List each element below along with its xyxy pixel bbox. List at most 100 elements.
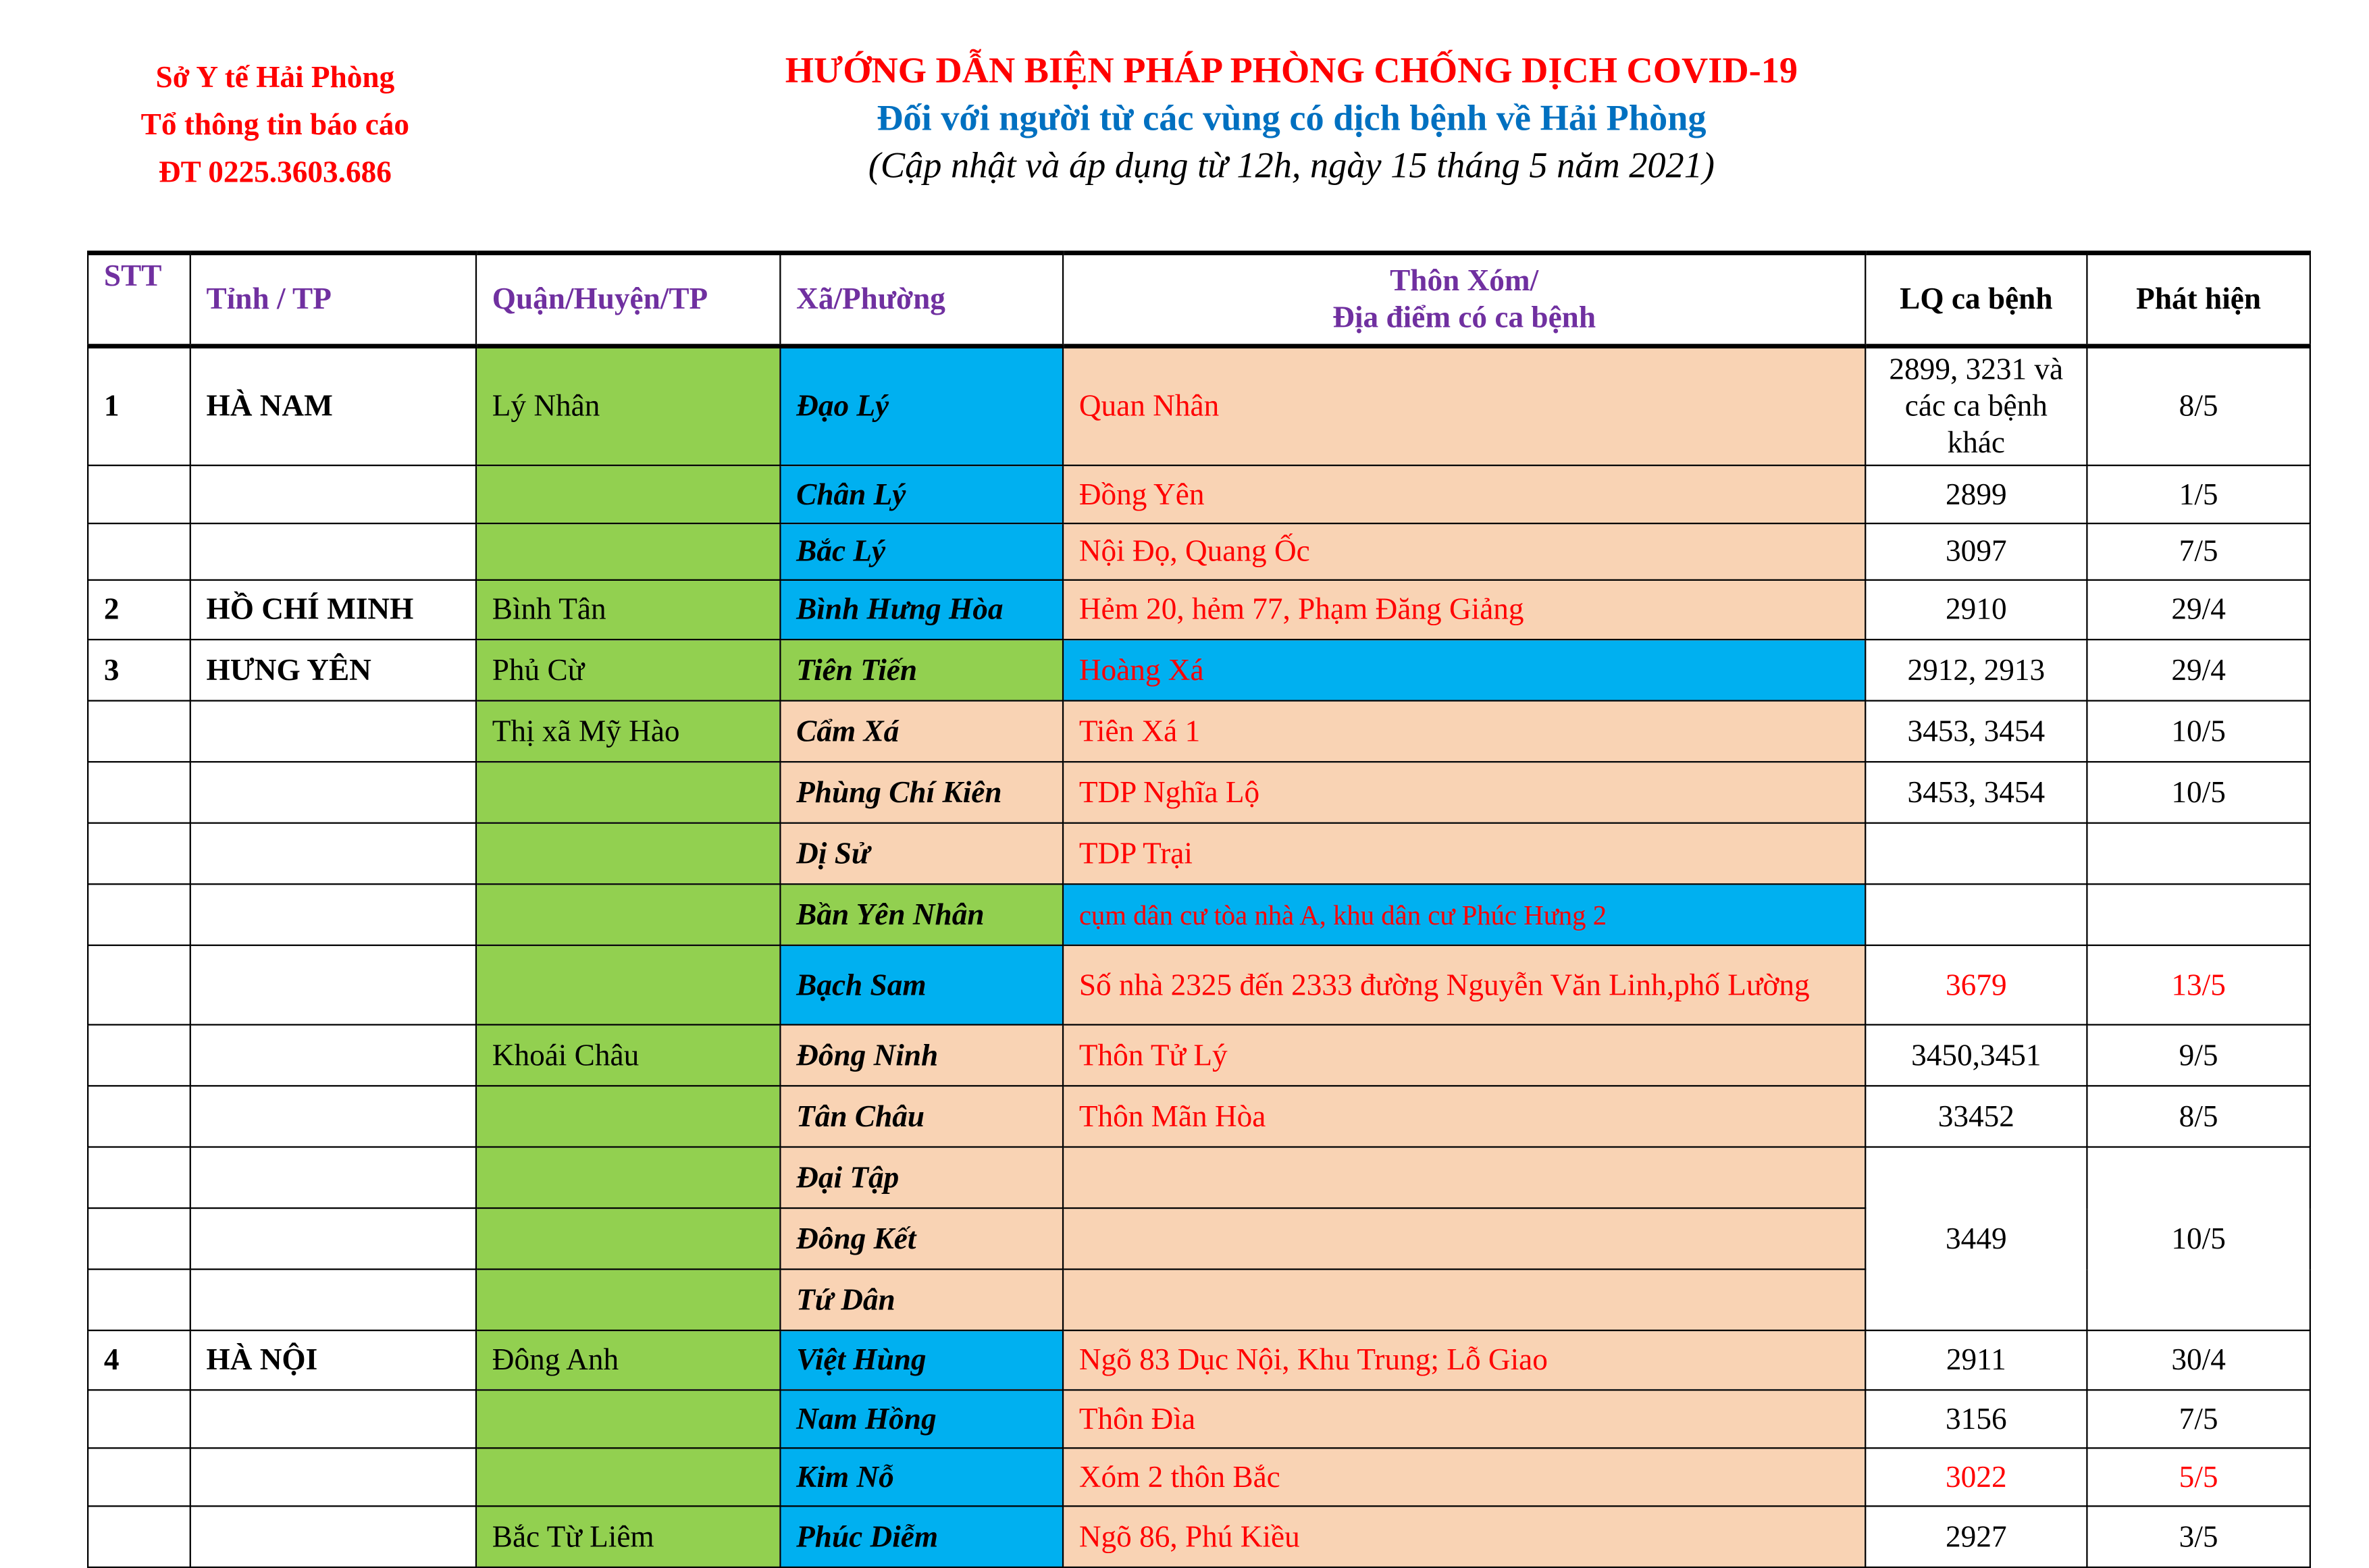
cell-province: HÀ NỘI (189, 1329, 477, 1391)
cell-date: 8/5 (2086, 1084, 2311, 1148)
cell-lq: 3097 (1865, 523, 2088, 581)
cell-ward: Đạo Lý (779, 345, 1064, 467)
cell-ward: Bắc Lý (779, 523, 1064, 581)
cell-lq: 2912, 2913 (1865, 639, 2088, 702)
cell-district (475, 1447, 781, 1507)
cell-province (189, 700, 477, 763)
issuer-team: Tổ thông tin báo cáo (140, 108, 410, 142)
cell-ward: Kim Nỗ (779, 1447, 1064, 1507)
cell-lq: 3022 (1865, 1447, 2088, 1507)
cell-date: 13/5 (2086, 944, 2311, 1026)
cell-district (475, 761, 781, 824)
cell-lq: 2899 (1865, 465, 2088, 525)
cell-ward: Bạch Sam (779, 944, 1064, 1026)
table-row: Tứ Dân (87, 1268, 2310, 1332)
cell-ward: Phùng Chí Kiên (779, 761, 1064, 824)
cell-ward: Cẩm Xá (779, 700, 1064, 763)
cell-province (189, 1084, 477, 1148)
table-row: Bắc Lý Nội Đọ, Quang Ốc 3097 7/5 (87, 523, 2311, 581)
cell-district: Bắc Từ Liêm (475, 1505, 781, 1568)
cell-province (189, 1146, 477, 1209)
cell-province: HỒ CHÍ MINH (189, 579, 477, 641)
cell-stt (87, 761, 191, 824)
cell-date: 1/5 (2086, 465, 2311, 525)
table-row: Bạch Sam Số nhà 2325 đến 2333 đường Nguyễ… (87, 944, 2311, 1026)
cell-province (189, 822, 477, 885)
cell-stt: 2 (87, 579, 191, 641)
update-note: (Cập nhật và áp dụng từ 12h, ngày 15 thá… (868, 147, 1715, 187)
page-subtitle: Đối với người từ các vùng có dịch bệnh v… (877, 99, 1707, 139)
cell-place: Số nhà 2325 đến 2333 đường Nguyễn Văn Li… (1062, 944, 1867, 1026)
cell-district: Thị xã Mỹ Hào (475, 700, 781, 763)
cell-place: Thôn Tử Lý (1062, 1024, 1867, 1087)
cell-province (189, 761, 477, 824)
cell-place: Thôn Mãn Hòa (1062, 1084, 1867, 1148)
cell-date (2086, 822, 2311, 885)
table-row: Đông Kết (87, 1207, 2310, 1270)
cell-place: Tiên Xá 1 (1062, 700, 1867, 763)
cell-place (1062, 1268, 1867, 1332)
table-row: Bần Yên Nhân cụm dân cư tòa nhà A, khu dâ… (87, 883, 2311, 946)
cell-date: 7/5 (2086, 523, 2311, 581)
table-row: Bắc Từ Liêm Phúc Diễm Ngõ 86, Phú Kiều 2927… (87, 1505, 2311, 1568)
table-row: Thị xã Mỹ Hào Cẩm Xá Tiên Xá 1 3453, 3454 10… (87, 700, 2311, 763)
cell-lq: 3156 (1865, 1389, 2088, 1449)
issuer-name: Sở Y tế Hải Phòng (155, 61, 395, 95)
cell-province (189, 1447, 477, 1507)
cell-lq: 2899, 3231 và các ca bệnh khác (1865, 345, 2088, 467)
cell-lq: 3679 (1865, 944, 2088, 1026)
cell-lq: 3453, 3454 (1865, 700, 2088, 763)
cell-district (475, 1146, 781, 1209)
cell-district (475, 1084, 781, 1148)
table-row: 2 HỒ CHÍ MINH Bình Tân Bình Hưng Hòa Hẻm 20,… (87, 579, 2311, 641)
cell-district: Khoái Châu (475, 1024, 781, 1087)
header-ward: Xã/Phường (779, 251, 1064, 349)
cell-province (189, 1505, 477, 1568)
cell-stt (87, 1447, 191, 1507)
cell-place: Nội Đọ, Quang Ốc (1062, 523, 1867, 581)
cell-place: Xóm 2 thôn Bắc (1062, 1447, 1867, 1507)
header-place: Thôn Xóm/Địa điểm có ca bệnh (1062, 251, 1867, 349)
cell-stt (87, 1207, 191, 1270)
cell-province (189, 1024, 477, 1087)
cell-place: Quan Nhân (1062, 345, 1867, 467)
cell-date: 3/5 (2086, 1505, 2311, 1568)
cell-ward: Tiên Tiến (779, 639, 1064, 702)
cell-ward: Chân Lý (779, 465, 1064, 525)
cell-district: Lý Nhân (475, 345, 781, 467)
cell-district (475, 523, 781, 581)
cell-ward: Bình Hưng Hòa (779, 579, 1064, 641)
cell-ward: Đại Tập (779, 1146, 1064, 1209)
table-row: Chân Lý Đồng Yên 2899 1/5 (87, 465, 2311, 525)
cell-place: Thôn Đìa (1062, 1389, 1867, 1449)
table-row: Khoái Châu Đông Ninh Thôn Tử Lý 3450,3451 9/… (87, 1024, 2311, 1087)
cell-ward: Việt Hùng (779, 1329, 1064, 1391)
cell-stt (87, 1146, 191, 1209)
cell-date (2086, 883, 2311, 946)
cell-date: 29/4 (2086, 639, 2311, 702)
cell-province (189, 465, 477, 525)
cell-stt (87, 1268, 191, 1332)
cell-district: Bình Tân (475, 579, 781, 641)
cell-province (189, 1207, 477, 1270)
cell-district (475, 1268, 781, 1332)
table-row: Dị Sử TDP Trại (87, 822, 2311, 885)
cell-district (475, 1207, 781, 1270)
header-district: Quận/Huyện/TP (475, 251, 781, 349)
cell-date: 7/5 (2086, 1389, 2311, 1449)
cell-ward: Đông Kết (779, 1207, 1064, 1270)
cell-ward: Tứ Dân (779, 1268, 1064, 1332)
issuer-phone: ĐT 0225.3603.686 (158, 155, 392, 190)
cell-stt (87, 1024, 191, 1087)
cell-date: 29/4 (2086, 579, 2311, 641)
title-block: HƯỚNG DẪN BIỆN PHÁP PHÒNG CHỐNG DỊCH COV… (673, 49, 1910, 190)
cell-stt (87, 822, 191, 885)
table-row: Kim Nỗ Xóm 2 thôn Bắc 3022 5/5 (87, 1447, 2311, 1507)
cell-ward: Dị Sử (779, 822, 1064, 885)
cell-place: TDP Nghĩa Lộ (1062, 761, 1867, 824)
cell-ward: Bần Yên Nhân (779, 883, 1064, 946)
cell-district: Phủ Cừ (475, 639, 781, 702)
cell-province: HÀ NAM (189, 345, 477, 467)
cell-ward: Nam Hồng (779, 1389, 1064, 1449)
